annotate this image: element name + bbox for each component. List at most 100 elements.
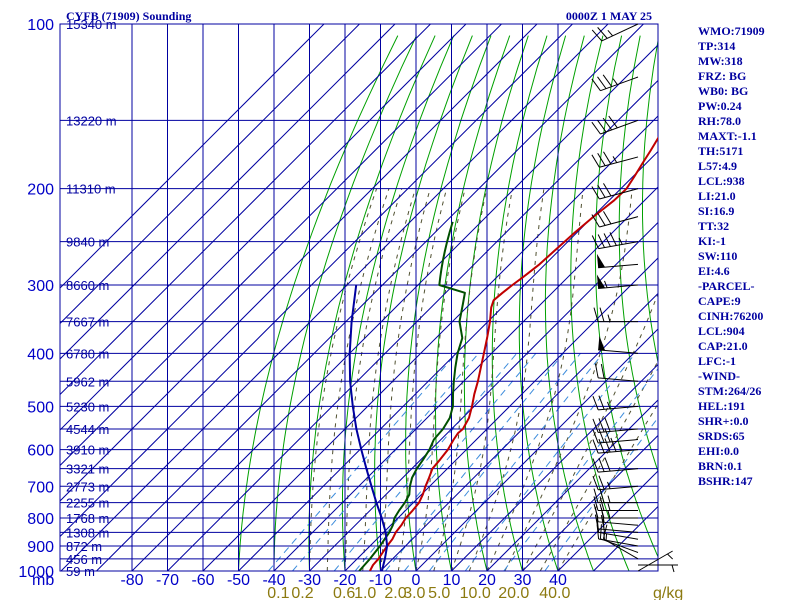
wind-barb <box>591 183 639 200</box>
isotherm-line <box>522 435 659 572</box>
dry-adiabat-line <box>463 35 529 571</box>
wind-barb <box>592 475 639 491</box>
isotherm-line <box>309 222 659 572</box>
mixing-ratio-label: 0.1 <box>267 585 289 600</box>
dry-adiabat-line <box>273 35 417 571</box>
pressure-tick-label: 500 <box>27 399 54 416</box>
temperature-tick-label: -30 <box>298 572 321 589</box>
isotherm-line <box>344 257 659 572</box>
mixing-ratio-label: 1.0 <box>354 585 376 600</box>
temperature-tick-labels: -80 -70 -60 -50 -40 -30 -20 -10 0 10 20 30 40 <box>120 572 567 589</box>
temperature-tick-label: -10 <box>369 572 392 589</box>
sounding-index: TH:5171 <box>698 144 744 158</box>
wind-barb <box>596 517 639 540</box>
mixing-ratio-label: 10.0 <box>460 585 491 600</box>
height-label: 3910 m <box>66 443 109 458</box>
mixing-ratio-line <box>268 352 457 571</box>
height-label: 456 m <box>66 552 102 567</box>
isotherm-line <box>557 470 659 572</box>
sounding-index: CAP:21.0 <box>698 339 748 353</box>
mixing-ratio-label: 0.6 <box>333 585 355 600</box>
height-label: 8660 m <box>66 278 109 293</box>
sounding-index: MW:318 <box>698 54 743 68</box>
sounding-index: CINH:76200 <box>698 309 764 323</box>
mixing-ratio-label: 40.0 <box>539 585 570 600</box>
wind-barb <box>591 151 639 168</box>
dry-adiabat-line <box>789 36 800 583</box>
height-label: 2255 m <box>66 496 109 511</box>
wind-barb <box>593 307 638 323</box>
height-label: 15340 m <box>66 17 117 32</box>
plot-frame <box>59 23 659 572</box>
temperature-tick-label: -50 <box>227 572 250 589</box>
sounding-indices-list: WMO:71909 TP:314 MW:318 FRZ: BG WB0: BG PW:0.… <box>698 24 765 489</box>
dry-adiabat-line <box>405 35 492 571</box>
sounding-index: SHR+:0.0 <box>698 414 749 428</box>
height-label: 9840 m <box>66 235 109 250</box>
height-label: 4544 m <box>66 422 109 437</box>
mixing-ratio-line <box>464 352 636 571</box>
moist-adiabat-line <box>344 188 403 571</box>
sounding-index: FRZ: BG <box>698 69 747 83</box>
moist-adiabat-line <box>309 188 378 571</box>
temperature-tick-label: 20 <box>478 572 496 589</box>
height-label: 5962 m <box>66 374 109 389</box>
isotherm-line <box>380 293 659 572</box>
isotherm-line <box>273 186 659 572</box>
isotherm-line <box>59 23 431 395</box>
dry-adiabat-line <box>770 36 800 583</box>
mixing-ratio-line <box>503 367 658 571</box>
dry-adiabat-line <box>642 37 658 365</box>
sounding-index: LFC:-1 <box>698 354 736 368</box>
wind-barb <box>592 395 639 411</box>
pressure-labels: 100 200 300 400 500 600 700 800 900 1000 <box>18 17 54 581</box>
sounding-index: WMO:71909 <box>698 24 765 38</box>
mixing-ratio-label: 3.0 <box>403 585 425 600</box>
sounding-index: EHI:0.0 <box>698 444 740 458</box>
dry-adiabat-line <box>491 35 548 571</box>
sounding-index: WB0: BG <box>698 84 749 98</box>
dewpoint-profile-line <box>358 221 466 571</box>
isotherm-line <box>59 23 502 466</box>
mixing-ratio-unit-label: g/kg <box>653 585 683 600</box>
temperature-tick-label: 40 <box>549 572 567 589</box>
dry-adiabat-line <box>308 35 436 571</box>
wind-barb <box>637 550 674 572</box>
wind-barb <box>591 23 639 42</box>
isotherm-line <box>167 80 659 572</box>
sounding-index: LCL:938 <box>698 174 745 188</box>
dry-adiabat-line <box>544 35 595 571</box>
pressure-tick-label: 300 <box>27 278 54 295</box>
sounding-index: BRN:0.1 <box>698 459 743 473</box>
mixing-ratio-labels: 0.1 0.2 0.61.0 2.03.0 5.0 10.0 20.0 40.0 <box>267 585 570 600</box>
temperature-tick-label: 10 <box>443 572 461 589</box>
sounding-index: TP:314 <box>698 39 736 53</box>
mixing-ratio-label: 20.0 <box>498 585 529 600</box>
wind-barb <box>599 524 639 553</box>
isotherm-line <box>96 23 644 572</box>
dry-adiabat-line <box>237 35 399 571</box>
dry-adiabat-line <box>570 35 630 571</box>
wind-barb <box>638 564 678 573</box>
moist-adiabat-line <box>380 188 431 571</box>
temperature-tick-label: -20 <box>333 572 356 589</box>
isotherm-line <box>202 115 659 572</box>
isotherm-line <box>59 23 538 502</box>
wind-barb <box>591 232 639 250</box>
height-label: 7667 m <box>66 315 109 330</box>
moist-adiabat-line <box>326 188 390 571</box>
moist-adiabat-line <box>557 402 658 571</box>
height-label: 13220 m <box>66 113 117 128</box>
moist-adiabat-line <box>362 188 416 571</box>
mixing-ratio-label: 2.0 <box>384 585 406 600</box>
mixing-ratio-label: 0.2 <box>291 585 313 600</box>
sounding-index: LCL:904 <box>698 324 745 338</box>
wind-barb <box>596 253 639 269</box>
height-labels: 15340 m 13220 m 11310 m 9840 m 8660 m 7667 m 6… <box>66 17 117 579</box>
wind-barb <box>592 428 639 444</box>
sounding-index: TT:32 <box>698 219 730 233</box>
isotherm-line <box>451 364 659 572</box>
sounding-index: -WIND- <box>698 369 740 383</box>
dry-adiabat-line <box>374 35 473 571</box>
